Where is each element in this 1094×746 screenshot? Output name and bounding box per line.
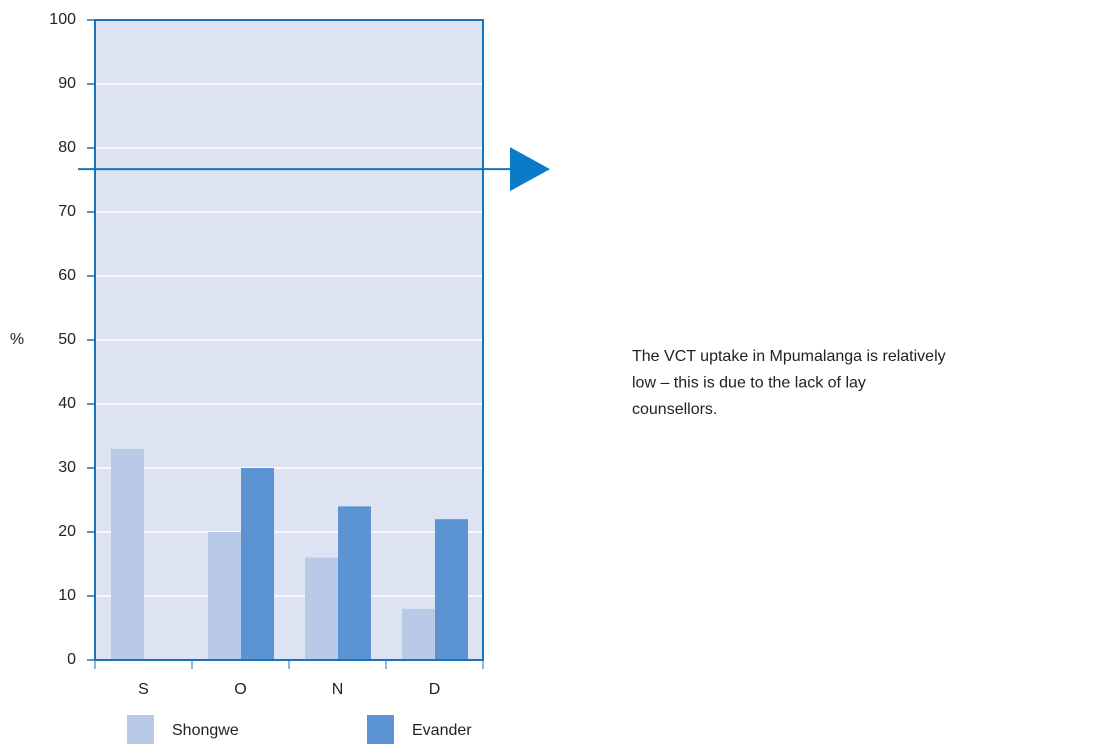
bar [338,506,371,660]
legend-swatch [367,715,394,744]
y-tick-label: 100 [49,11,76,28]
reference-arrowhead [510,147,550,192]
annotation-text: counsellors. [632,401,717,418]
x-tick-label: S [138,681,149,698]
y-tick-label: 70 [58,203,76,220]
y-tick-label: 90 [58,75,76,92]
bar [111,448,144,660]
plot-border [94,19,484,661]
y-tick-label: 0 [67,651,76,668]
y-tick-label: 80 [58,139,76,156]
annotation-text: The VCT uptake in Mpumalanga is relative… [632,348,946,365]
y-tick-label: 30 [58,459,76,476]
y-tick-label: 40 [58,395,76,412]
x-tick-label: N [332,681,344,698]
bar [402,608,435,660]
bar [305,557,338,660]
x-tick-label: O [234,681,246,698]
annotation-text: low – this is due to the lack of lay [632,375,866,392]
bar [435,519,468,660]
y-tick-label: 20 [58,523,76,540]
bar [241,468,274,660]
x-tick-label: D [429,681,441,698]
y-tick-label: 50 [58,331,76,348]
y-axis-label: % [10,331,24,348]
bar [208,532,241,660]
legend-swatch [127,715,154,744]
legend-label: Evander [412,722,472,739]
legend-label: Shongwe [172,722,239,739]
y-tick-label: 60 [58,267,76,284]
y-tick-label: 10 [58,587,76,604]
